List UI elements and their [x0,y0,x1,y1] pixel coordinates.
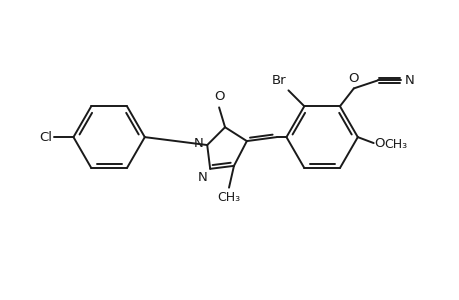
Text: CH₃: CH₃ [217,190,240,204]
Text: CH₃: CH₃ [384,138,407,151]
Text: Br: Br [271,74,286,87]
Text: O: O [374,136,384,150]
Text: Cl: Cl [39,130,52,144]
Text: N: N [197,171,207,184]
Text: N: N [193,136,203,150]
Text: O: O [213,90,224,104]
Text: N: N [403,74,413,87]
Text: O: O [348,72,358,86]
